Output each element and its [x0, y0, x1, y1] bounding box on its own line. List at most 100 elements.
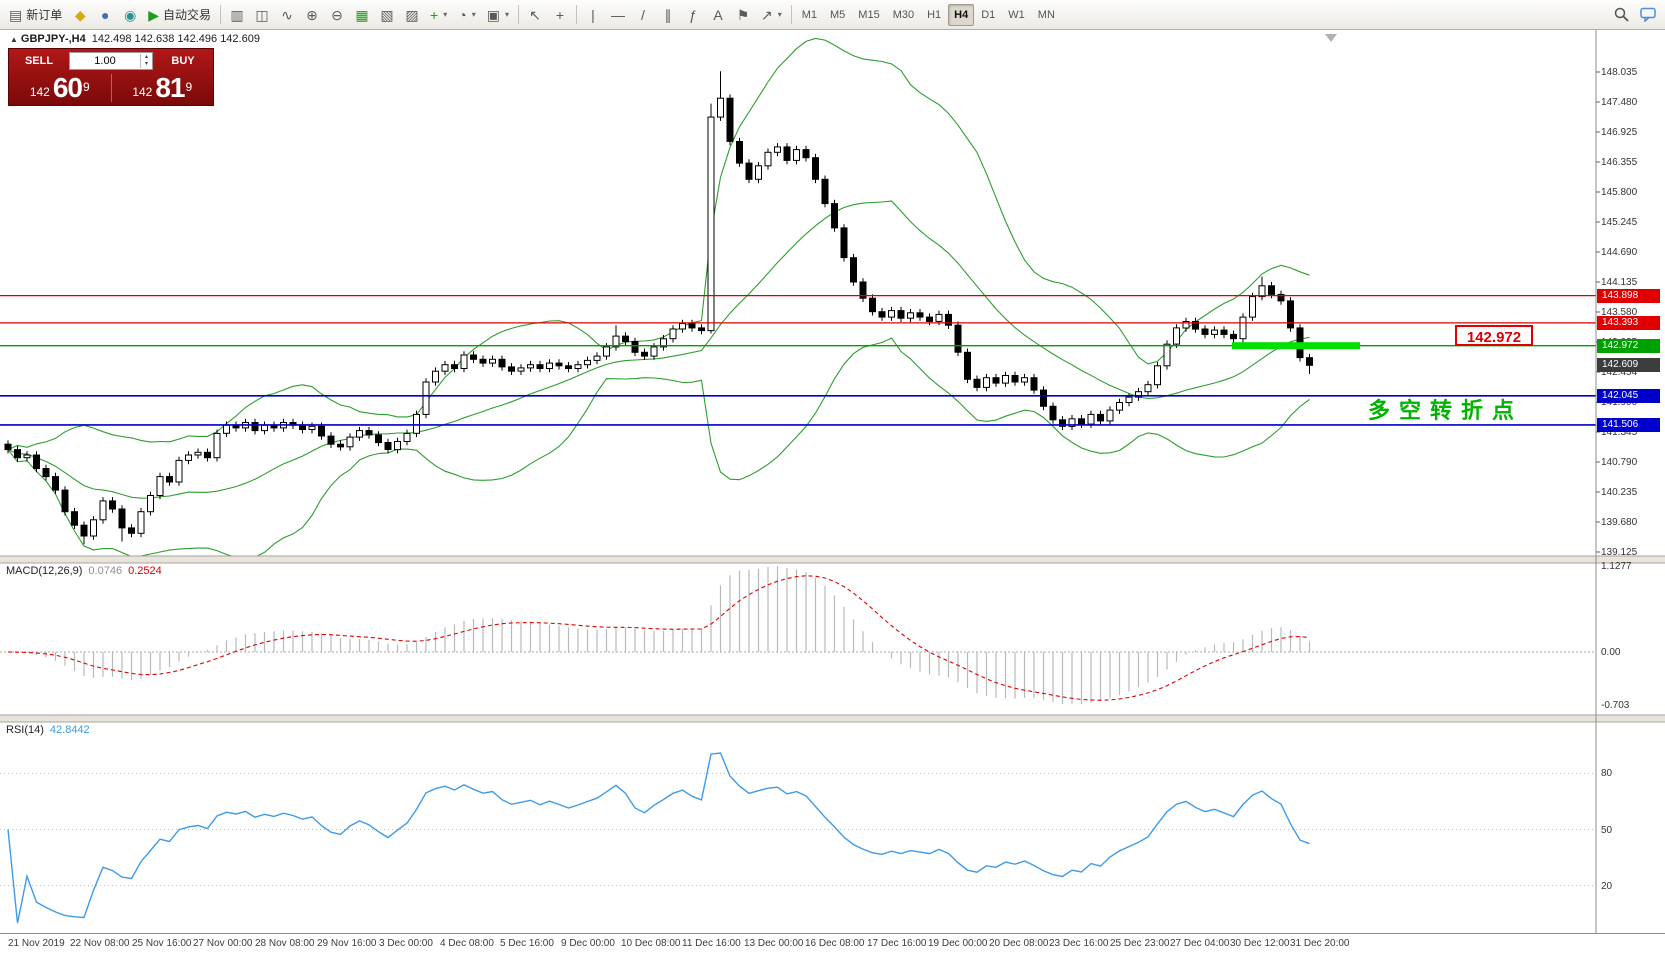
zoom-in-button[interactable]: ⊕: [300, 3, 324, 27]
bar-chart-button[interactable]: ▥: [225, 3, 249, 27]
text-icon: A: [713, 6, 723, 23]
date-axis-label: 29 Nov 16:00: [317, 938, 377, 949]
candle-body: [945, 313, 952, 326]
key-level-price-box[interactable]: 142.972: [1455, 325, 1533, 346]
date-axis-label: 16 Dec 08:00: [805, 938, 865, 949]
candle-body: [470, 354, 477, 360]
lot-decrease-button[interactable]: ▾: [144, 60, 148, 67]
new-order-button[interactable]: ▤ 新订单: [4, 3, 67, 27]
symbol-info: ▲ GBPJPY-,H4 142.498 142.638 142.496 142.6…: [10, 33, 260, 45]
timeframe-m5-button[interactable]: M5: [824, 4, 851, 26]
candle-body: [394, 441, 401, 451]
date-axis-label: 10 Dec 08:00: [621, 938, 681, 949]
date-axis-label: 25 Dec 23:00: [1110, 938, 1170, 949]
lot-size-input[interactable]: [70, 54, 140, 67]
label-flag-icon: ⚑: [736, 6, 750, 23]
candle-body: [508, 366, 515, 372]
candle-body: [185, 454, 192, 461]
crosshair-tool-button[interactable]: +: [548, 3, 572, 27]
lot-size-field[interactable]: ▴ ▾: [69, 51, 153, 70]
candle-body: [783, 146, 791, 161]
timeframe-d1-button[interactable]: D1: [975, 4, 1001, 26]
timeframe-w1-button[interactable]: W1: [1002, 4, 1031, 26]
timeframe-h1-button[interactable]: H1: [921, 4, 947, 26]
candle-body: [1125, 396, 1133, 404]
rsi-scale-label: 80: [1601, 768, 1613, 779]
date-axis-label: 5 Dec 16:00: [500, 938, 554, 949]
trendline-tool-button[interactable]: /: [631, 3, 655, 27]
timeframe-m1-button[interactable]: M1: [796, 4, 823, 26]
chart-shift-marker[interactable]: [1325, 34, 1337, 42]
candle-body: [118, 508, 126, 529]
time-axis[interactable]: 21 Nov 2019 22 Nov 08:00 25 Nov 16:00 27 No…: [0, 933, 1665, 956]
horizontal-line-tool-button[interactable]: —: [606, 3, 630, 27]
candle-body: [175, 459, 183, 483]
lot-increase-button[interactable]: ▴: [144, 53, 148, 60]
candle-body: [1087, 413, 1095, 425]
candle-body: [631, 341, 639, 353]
timeframe-m15-button[interactable]: M15: [852, 4, 885, 26]
buy-price[interactable]: 142 81 9: [112, 71, 214, 105]
sell-button[interactable]: SELL: [11, 54, 67, 68]
macd-main-value: 0.0746: [88, 565, 123, 577]
line-chart-button[interactable]: ∿: [275, 3, 299, 27]
candle-body: [1173, 327, 1180, 345]
candle-body: [593, 355, 601, 361]
panel-separator[interactable]: [0, 556, 1665, 563]
bar-chart-icon: ▥: [230, 6, 244, 23]
candle-body: [1154, 365, 1161, 386]
buy-button[interactable]: BUY: [155, 54, 211, 68]
timeframe-h4-button[interactable]: H4: [948, 3, 975, 26]
rsi-indicator-label: RSI(14) 42.8442: [6, 724, 90, 736]
candle-body: [1059, 419, 1066, 427]
candle-body: [1277, 293, 1285, 302]
arrow-objects-button[interactable]: ↗ ▾: [756, 3, 787, 27]
community-button[interactable]: ◉: [118, 3, 142, 27]
sell-price[interactable]: 142 60 9: [9, 71, 111, 105]
period-button[interactable]: ◔ ▾: [453, 3, 480, 27]
timeframe-m30-button[interactable]: M30: [887, 4, 920, 26]
terminal-button[interactable]: ●: [93, 3, 117, 27]
text-tool-button[interactable]: A: [706, 3, 730, 27]
lot-spinner: ▴ ▾: [140, 53, 152, 68]
fibonacci-tool-button[interactable]: ƒ: [681, 3, 705, 27]
autotrading-button[interactable]: ▶ 自动交易: [143, 3, 216, 27]
candle-body: [536, 364, 544, 370]
pivot-point-text[interactable]: 多空转折点: [1368, 398, 1524, 423]
price-axis-tick-label: 141.345: [1601, 427, 1638, 438]
candle-body: [1116, 402, 1123, 411]
cursor-tool-button[interactable]: ↖: [523, 3, 547, 27]
price-axis-tick-label: 140.790: [1601, 457, 1638, 468]
highlighted-level-segment[interactable]: [1232, 342, 1360, 350]
channel-tool-button[interactable]: ∥: [656, 3, 680, 27]
candle-body: [916, 312, 924, 318]
market-watch-button[interactable]: ◆: [68, 3, 92, 27]
candle-body: [1201, 328, 1209, 335]
toolbar-separator: [575, 5, 577, 24]
candlestick-chart-button[interactable]: ◫: [250, 3, 274, 27]
candle-body: [1249, 296, 1256, 318]
add-indicator-button[interactable]: + ▾: [425, 3, 452, 27]
timeframe-mn-button[interactable]: MN: [1032, 4, 1061, 26]
date-axis-label: 19 Dec 00:00: [928, 938, 988, 949]
tile-windows-button[interactable]: ▦: [350, 3, 374, 27]
candle-body: [802, 149, 810, 159]
zoom-out-button[interactable]: ⊖: [325, 3, 349, 27]
search-button[interactable]: [1609, 3, 1634, 27]
vertical-line-icon: |: [591, 6, 595, 23]
candle-body: [1182, 321, 1190, 329]
cascade-windows-button[interactable]: ▧: [375, 3, 399, 27]
candle-body: [1287, 300, 1294, 329]
candle-body: [33, 454, 40, 469]
arrange-windows-button[interactable]: ▨: [400, 3, 424, 27]
label-tool-button[interactable]: ⚑: [731, 3, 755, 27]
panel-separator[interactable]: [0, 715, 1665, 722]
candle-body: [441, 364, 449, 372]
price-tag-141.506: 141.506: [1597, 418, 1660, 432]
vertical-line-tool-button[interactable]: |: [581, 3, 605, 27]
template-button[interactable]: ▣ ▾: [482, 3, 514, 27]
macd-scale-label: -0.703: [1601, 700, 1630, 711]
chat-button[interactable]: [1635, 3, 1661, 27]
chat-icon: [1640, 7, 1656, 22]
buy-price-point: 9: [185, 80, 193, 94]
